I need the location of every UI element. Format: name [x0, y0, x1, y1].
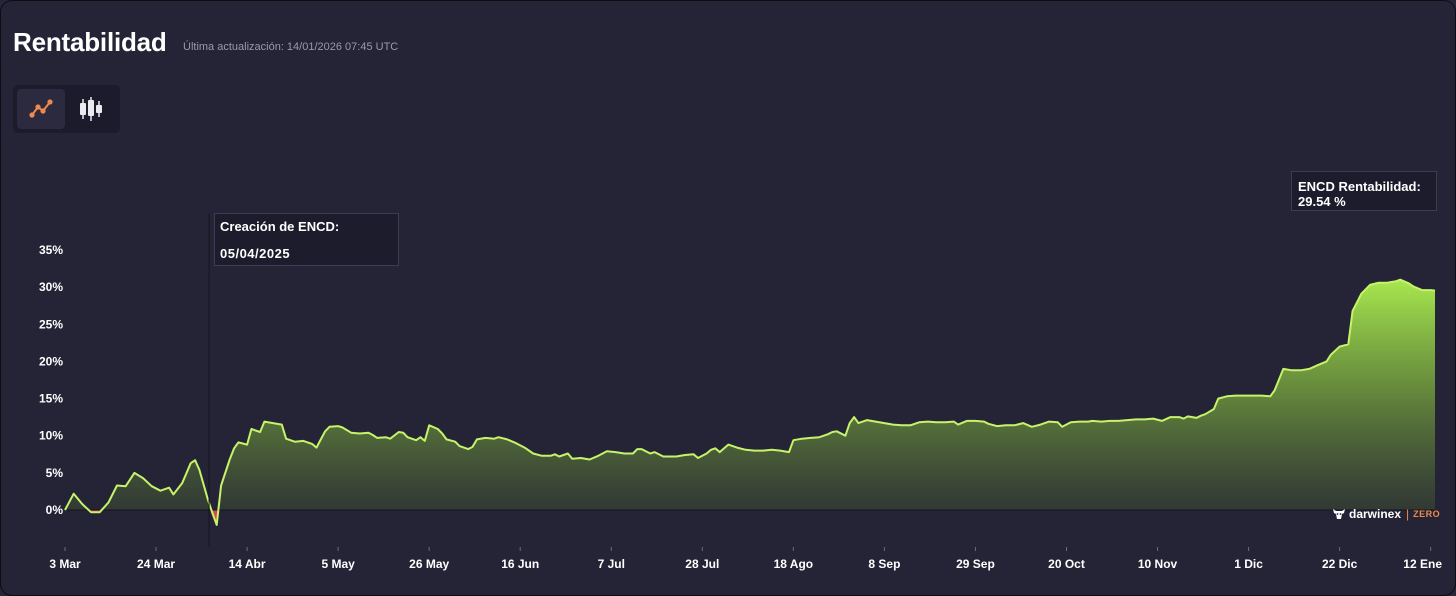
- last-updated-text: Última actualización: 14/01/2026 07:45 U…: [183, 41, 399, 53]
- plot-area: [64, 213, 1436, 547]
- y-tick-label: 35%: [39, 243, 63, 257]
- x-tick-label: 8 Sep: [868, 557, 900, 571]
- candlestick-icon: [80, 97, 102, 121]
- brand-name: darwinex: [1349, 507, 1402, 521]
- x-tick-label: 22 Dic: [1322, 557, 1358, 571]
- y-tick-label: 10%: [39, 429, 63, 443]
- x-tick-label: 5 May: [321, 557, 355, 571]
- darwinex-bull-icon: [1333, 509, 1345, 519]
- creation-date: 05/04/2025: [220, 246, 291, 261]
- x-tick-label: 1 Dic: [1234, 557, 1263, 571]
- y-tick-label: 20%: [39, 354, 63, 368]
- candlestick-chart-button[interactable]: [67, 89, 115, 129]
- line-chart-button[interactable]: [17, 89, 65, 129]
- brand-logo: darwinex | ZERO: [1332, 506, 1440, 522]
- y-axis: 0% 5% 10% 15% 20% 25% 30% 35%: [39, 243, 63, 517]
- x-tick-label: 12 Ene: [1403, 557, 1442, 571]
- page-title: Rentabilidad: [13, 27, 167, 57]
- y-tick-label: 5%: [46, 466, 64, 480]
- x-tick-label: 3 Mar: [49, 557, 81, 571]
- current-return-value: 29.54 %: [1298, 194, 1346, 209]
- returns-line: [64, 278, 1436, 526]
- x-tick-label: 29 Sep: [956, 557, 995, 571]
- x-tick-label: 20 Oct: [1048, 557, 1085, 571]
- brand-tier: ZERO: [1413, 509, 1441, 519]
- current-return-tooltip: ENCD Rentabilidad: 29.54 %: [1291, 171, 1437, 211]
- x-tick-label: 28 Jul: [685, 557, 719, 571]
- x-tick-label: 14 Abr: [229, 557, 266, 571]
- y-tick-label: 15%: [39, 392, 63, 406]
- x-tick-label: 24 Mar: [137, 557, 175, 571]
- y-tick-label: 0%: [46, 503, 64, 517]
- line-chart-icon: [29, 99, 53, 118]
- creation-annotation: Creación de ENCD: 05/04/2025: [214, 213, 399, 266]
- x-tick-label: 7 Jul: [598, 557, 625, 571]
- current-return-label: ENCD Rentabilidad:: [1298, 179, 1421, 194]
- x-tick-label: 26 May: [409, 557, 449, 571]
- y-tick-label: 25%: [39, 317, 63, 331]
- area-fill: [65, 279, 1435, 510]
- chart-type-toggle: [13, 85, 120, 133]
- x-tick-label: 16 Jun: [501, 557, 539, 571]
- creation-label: Creación de ENCD:: [220, 219, 340, 234]
- x-axis: 3 Mar 24 Mar 14 Abr 5 May 26 May 16 Jun 7 Jul 2…: [49, 547, 1442, 571]
- x-tick-label: 10 Nov: [1138, 557, 1178, 571]
- y-tick-label: 30%: [39, 280, 63, 294]
- x-tick-label: 18 Ago: [774, 557, 814, 571]
